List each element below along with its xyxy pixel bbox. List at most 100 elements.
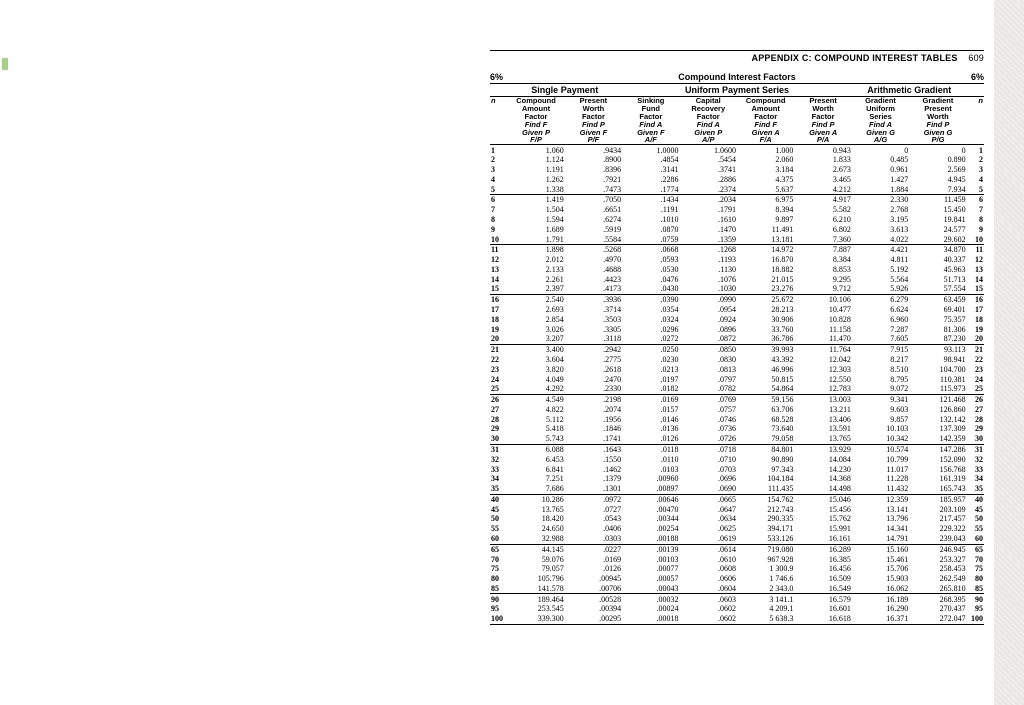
cell-value: 1.000 <box>737 145 794 155</box>
cell-n-right: 40 <box>967 494 984 504</box>
cell-value: 10.799 <box>852 454 909 464</box>
cell-value: 7.915 <box>852 344 909 354</box>
cell-value: 4.549 <box>507 394 564 404</box>
cell-value: 10.103 <box>852 424 909 434</box>
cell-value: .4423 <box>565 274 622 284</box>
table-row: 90189.464.00528.00032.06033 141.116.5791… <box>490 594 984 604</box>
cell-value: .2198 <box>565 394 622 404</box>
cell-value: 10.342 <box>852 434 909 444</box>
cell-value: 15.903 <box>852 574 909 584</box>
col-header: CapitalRecoveryFactorFind AGiven PA/P <box>680 97 737 145</box>
cell-value: 4.945 <box>909 175 966 185</box>
cell-n-right: 35 <box>967 484 984 494</box>
cell-value: 13.003 <box>794 394 851 404</box>
table-row: 7579.057.0126.00077.06081 300.916.45615.… <box>490 564 984 574</box>
cell-value: 63.459 <box>909 294 966 304</box>
cell-value: .0182 <box>622 384 679 394</box>
cell-value: .0990 <box>680 294 737 304</box>
cell-value: .0530 <box>622 265 679 275</box>
cell-value: 110.381 <box>909 374 966 384</box>
group-arith-gradient: Arithmetic Gradient <box>852 85 967 95</box>
cell-value: .0619 <box>680 534 737 544</box>
cell-value: 12.359 <box>852 494 909 504</box>
cell-n-left: 45 <box>490 504 507 514</box>
cell-value: 2.673 <box>794 165 851 175</box>
cell-value: .0606 <box>680 574 737 584</box>
cell-value: 13.765 <box>507 504 564 514</box>
cell-n-right: 28 <box>967 414 984 424</box>
rate-right: 6% <box>971 72 984 82</box>
cell-value: 46.996 <box>737 364 794 374</box>
cell-value: 16.161 <box>794 534 851 544</box>
cell-value: 15.706 <box>852 564 909 574</box>
cell-value: .2074 <box>565 405 622 415</box>
cell-value: .1268 <box>680 245 737 255</box>
cell-value: .0602 <box>680 614 737 624</box>
cell-n-right: 10 <box>967 234 984 244</box>
cell-value: .0614 <box>680 544 737 554</box>
table-row: 7059.076.0169.00103.0610967.92816.38515.… <box>490 554 984 564</box>
cell-value: 165.743 <box>909 484 966 494</box>
table-row: 5524.650.0406.00254.0625394.17115.99114.… <box>490 524 984 534</box>
cell-value: 3.207 <box>507 334 564 344</box>
cell-value: 8.217 <box>852 355 909 365</box>
cell-value: 1.791 <box>507 234 564 244</box>
cell-n-left: 95 <box>490 604 507 614</box>
cell-value: .0634 <box>680 514 737 524</box>
cell-value: 11.432 <box>852 484 909 494</box>
cell-value: .1550 <box>565 454 622 464</box>
cell-value: 2.261 <box>507 274 564 284</box>
cell-value: .0736 <box>680 424 737 434</box>
table-row: 223.604.2775.0230.083043.39212.0428.2179… <box>490 355 984 365</box>
cell-value: 1.124 <box>507 155 564 165</box>
cell-value: 5.418 <box>507 424 564 434</box>
cell-value: 5.637 <box>737 184 794 194</box>
cell-value: .2286 <box>622 175 679 185</box>
cell-value: .00077 <box>622 564 679 574</box>
cell-n-left: 32 <box>490 454 507 464</box>
cell-value: 32.988 <box>507 534 564 544</box>
table-row: 5018.420.0543.00344.0634290.33515.76213.… <box>490 514 984 524</box>
cell-n-left: 60 <box>490 534 507 544</box>
cell-value: 203.109 <box>909 504 966 514</box>
cell-value: .0430 <box>622 284 679 294</box>
cell-n-left: 10 <box>490 234 507 244</box>
cell-n-left: 6 <box>490 195 507 205</box>
table-row: 357.686.1301.00897.0690111.43514.49811.4… <box>490 484 984 494</box>
cell-value: .0746 <box>680 414 737 424</box>
col-header: CompoundAmountFactorFind FGiven AF/A <box>737 97 794 145</box>
cell-value: 4.212 <box>794 184 851 194</box>
cell-value: 18.420 <box>507 514 564 524</box>
cell-n-right: 34 <box>967 474 984 484</box>
cell-value: 79.057 <box>507 564 564 574</box>
cell-value: 15.456 <box>794 504 851 514</box>
table-row: 100339.300.00295.00018.06025 638.316.618… <box>490 614 984 624</box>
cell-value: 290.335 <box>737 514 794 524</box>
cell-value: 132.142 <box>909 414 966 424</box>
cell-value: .0610 <box>680 554 737 564</box>
page-edge-texture <box>994 0 1024 705</box>
cell-value: 270.437 <box>909 604 966 614</box>
cell-value: 258.453 <box>909 564 966 574</box>
cell-value: 44.145 <box>507 544 564 554</box>
cell-value: .1359 <box>680 234 737 244</box>
cell-value: .5919 <box>565 225 622 235</box>
cell-n-left: 18 <box>490 315 507 325</box>
cell-value: .2374 <box>680 184 737 194</box>
cell-value: 4 209.1 <box>737 604 794 614</box>
cell-n-left: 5 <box>490 184 507 194</box>
cell-value: 87.230 <box>909 334 966 344</box>
cell-n-right: 30 <box>967 434 984 444</box>
cell-value: 9.295 <box>794 274 851 284</box>
cell-value: 394.171 <box>737 524 794 534</box>
cell-value: 239.043 <box>909 534 966 544</box>
cell-value: 1.060 <box>507 145 564 155</box>
col-header: GradientPresentWorthFind PGiven GP/G <box>909 97 966 145</box>
cell-value: .0126 <box>565 564 622 574</box>
table-row: 71.504.6651.1191.17918.3945.5822.76815.4… <box>490 205 984 215</box>
cell-n-right: 7 <box>967 205 984 215</box>
table-row: 193.026.3305.0296.089633.76011.1587.2878… <box>490 324 984 334</box>
cell-value: 6.975 <box>737 195 794 205</box>
cell-n-right: 21 <box>967 344 984 354</box>
cell-value: 25.672 <box>737 294 794 304</box>
